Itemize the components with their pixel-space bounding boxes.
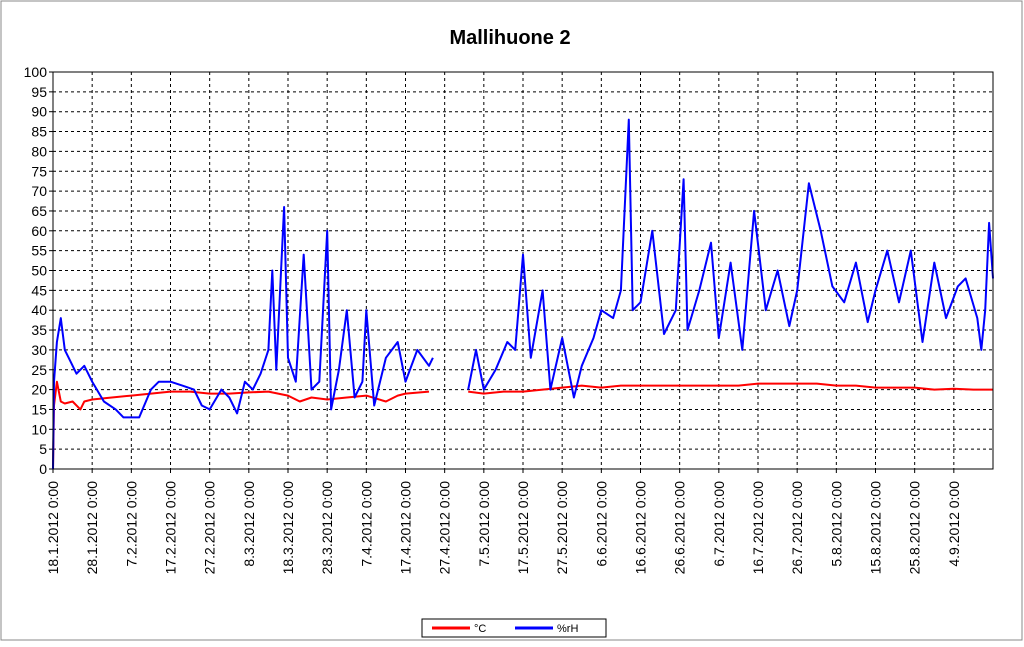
x-tick-label: 28.1.2012 0:00 (84, 481, 100, 575)
y-tick-label: 100 (24, 64, 48, 80)
y-tick-label: 20 (31, 382, 47, 398)
x-tick-label: 27.5.2012 0:00 (554, 481, 570, 575)
y-tick-label: 80 (31, 143, 47, 159)
x-tick-label: 27.2.2012 0:00 (202, 481, 218, 575)
x-tick-label: 26.6.2012 0:00 (672, 481, 688, 575)
legend: °C %rH (421, 618, 607, 638)
y-tick-label: 85 (31, 124, 47, 140)
chart-title: Mallihuone 2 (449, 27, 570, 49)
y-tick-label: 45 (31, 282, 47, 298)
x-tick-label: 16.7.2012 0:00 (750, 481, 766, 575)
x-tick-label: 28.3.2012 0:00 (319, 481, 335, 575)
y-tick-label: 90 (31, 104, 47, 120)
vertical-gridlines (91, 72, 955, 469)
y-tick-label: 15 (31, 401, 47, 417)
y-tick-label: 25 (31, 362, 47, 378)
y-tick-label: 30 (31, 342, 47, 358)
y-tick-label: 70 (31, 183, 47, 199)
x-tick-label: 17.2.2012 0:00 (163, 481, 179, 575)
legend-label-celsius: °C (474, 623, 486, 635)
x-tick-label: 7.2.2012 0:00 (123, 481, 139, 567)
y-axis-tick-labels: 0 5 10 15 20 25 30 35 40 45 50 55 60 65 70 75 80 85 90 95 10… (24, 64, 53, 477)
y-tick-label: 40 (31, 302, 47, 318)
x-tick-label: 7.5.2012 0:00 (476, 481, 492, 567)
x-tick-label: 7.4.2012 0:00 (358, 481, 374, 567)
y-tick-label: 60 (31, 223, 47, 239)
x-tick-label: 17.5.2012 0:00 (515, 481, 531, 575)
legend-label-rh: %rH (557, 623, 578, 635)
y-tick-label: 5 (39, 441, 47, 457)
y-tick-label: 95 (31, 84, 47, 100)
x-tick-label: 8.3.2012 0:00 (241, 481, 257, 567)
y-tick-label: 10 (31, 421, 47, 437)
x-tick-label: 16.6.2012 0:00 (633, 481, 649, 575)
y-tick-label: 0 (39, 461, 47, 477)
y-tick-label: 65 (31, 203, 47, 219)
x-axis-tick-labels: 18.1.2012 0:00 28.1.2012 0:00 7.2.2012 0:0… (45, 469, 962, 574)
x-tick-label: 26.7.2012 0:00 (789, 481, 805, 575)
x-tick-label: 15.8.2012 0:00 (868, 481, 884, 575)
x-tick-label: 6.6.2012 0:00 (593, 481, 609, 567)
x-tick-label: 18.3.2012 0:00 (280, 481, 296, 575)
x-tick-label: 6.7.2012 0:00 (711, 481, 727, 567)
x-tick-label: 5.8.2012 0:00 (828, 481, 844, 567)
y-tick-label: 55 (31, 243, 47, 259)
y-tick-label: 35 (31, 322, 47, 338)
x-tick-label: 4.9.2012 0:00 (946, 481, 962, 567)
series-line-celsius (52, 380, 993, 470)
x-tick-label: 27.4.2012 0:00 (437, 481, 453, 575)
x-tick-label: 18.1.2012 0:00 (45, 481, 61, 575)
series-lines (52, 118, 994, 470)
y-tick-label: 50 (31, 263, 47, 279)
x-tick-label: 25.8.2012 0:00 (907, 481, 923, 575)
series-line-rh (52, 118, 994, 470)
y-tick-label: 75 (31, 163, 47, 179)
x-tick-label: 17.4.2012 0:00 (398, 481, 414, 575)
plot-area-frame (52, 71, 994, 470)
legend-box (421, 618, 607, 638)
